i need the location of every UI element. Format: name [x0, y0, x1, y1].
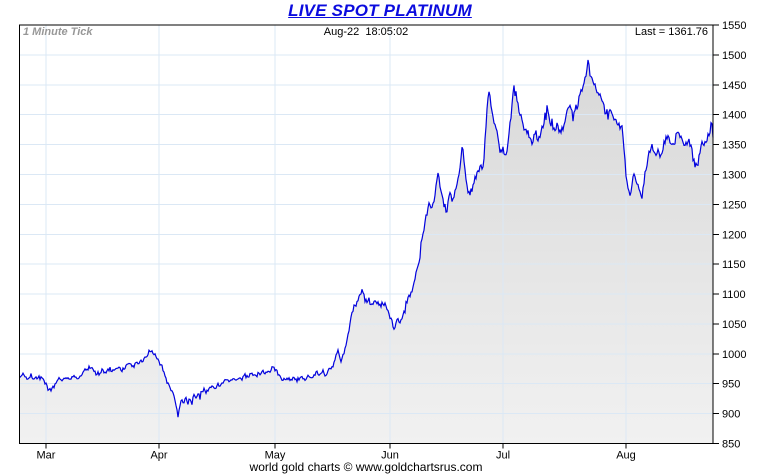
- y-tick-label: 950: [722, 379, 740, 391]
- footer-credit: world gold charts © www.goldchartsrus.co…: [249, 460, 483, 474]
- y-tick-label: 1500: [722, 50, 746, 62]
- x-tick-label: Jun: [381, 450, 399, 462]
- chart-title: LIVE SPOT PLATINUM: [288, 1, 472, 20]
- x-tick-label: Aug: [616, 450, 636, 462]
- y-tick-label: 1150: [722, 259, 746, 271]
- y-tick-label: 1350: [722, 140, 746, 152]
- y-tick-label: 900: [722, 409, 740, 421]
- x-tick-label: Apr: [150, 450, 167, 462]
- y-tick-label: 1550: [722, 20, 746, 32]
- area-fill: [19, 60, 713, 444]
- x-tick-label: Mar: [37, 450, 56, 462]
- y-tick-label: 1050: [722, 319, 746, 331]
- y-tick-label: 1200: [722, 229, 746, 241]
- price-line: [19, 59, 714, 418]
- x-tick-label: May: [265, 450, 286, 462]
- x-tick-label: Jul: [496, 450, 510, 462]
- timestamp-label: Aug-22 18:05:02: [323, 26, 409, 38]
- y-tick-label: 1400: [722, 110, 746, 122]
- y-tick-label: 1100: [722, 289, 746, 301]
- y-tick-label: 1000: [722, 349, 746, 361]
- y-tick-label: 1250: [722, 199, 746, 211]
- tick-interval-label: 1 Minute Tick: [23, 26, 93, 38]
- last-price-label: Last = 1361.76: [634, 26, 708, 38]
- y-tick-label: 850: [722, 439, 740, 451]
- y-tick-label: 1450: [722, 80, 746, 92]
- y-tick-label: 1300: [722, 169, 746, 181]
